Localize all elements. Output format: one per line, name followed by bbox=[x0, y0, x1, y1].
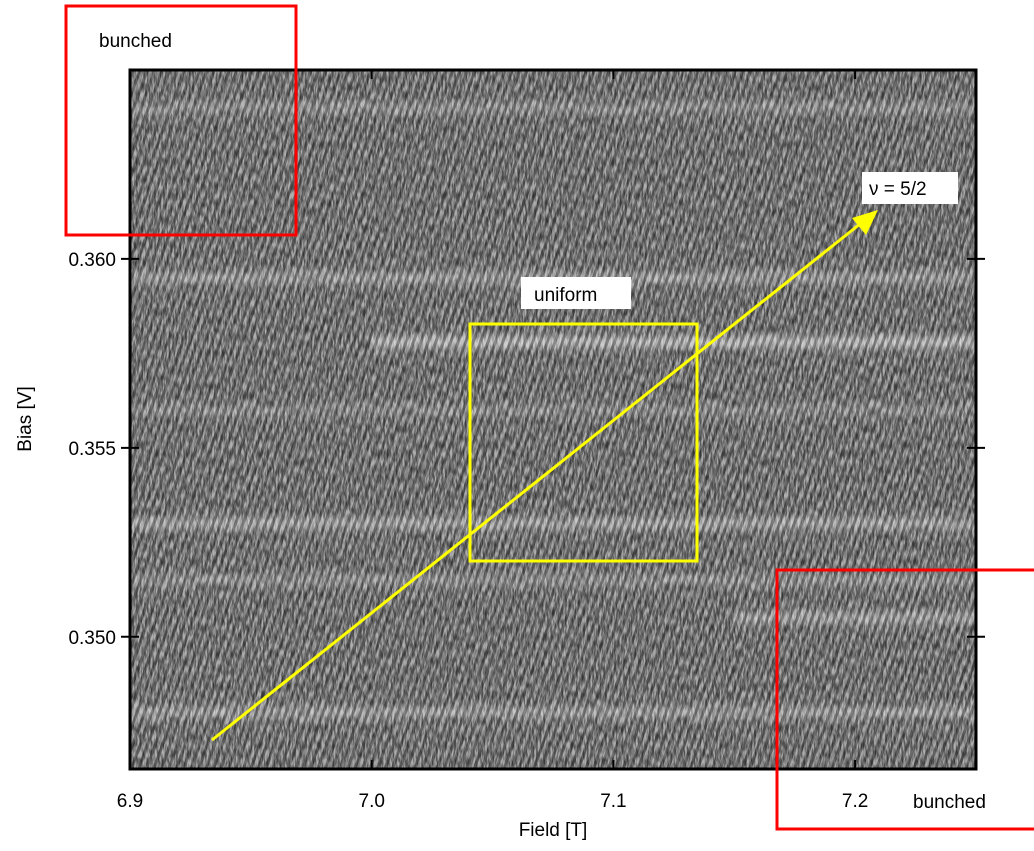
uniform-label: uniform bbox=[534, 285, 597, 306]
x-tick-label-3: 7.2 bbox=[842, 791, 868, 812]
filling-factor-arrowhead bbox=[852, 210, 878, 235]
y-tick-label-0: 0.350 bbox=[68, 628, 116, 649]
filling-factor-label: ν = 5/2 bbox=[869, 179, 927, 200]
plot-frame bbox=[128, 68, 978, 771]
bunched-region-bottom bbox=[775, 568, 1034, 831]
bunched-region-top bbox=[64, 4, 298, 237]
filling-factor-label-bg bbox=[862, 172, 958, 204]
bunched-label-bottom: bunched bbox=[913, 792, 986, 813]
heatmap-image bbox=[130, 70, 976, 769]
y-axis-label: Bias [V] bbox=[15, 386, 36, 451]
bunched-label-top: bunched bbox=[99, 31, 172, 52]
y-tick-label-2: 0.360 bbox=[68, 250, 116, 271]
x-tick-label-1: 7.0 bbox=[359, 791, 385, 812]
y-axis-ticks: 0.350 0.355 0.360 bbox=[68, 250, 985, 649]
x-tick-label-0: 6.9 bbox=[117, 791, 143, 812]
x-axis-ticks: 6.9 7.0 7.1 7.2 bbox=[117, 70, 868, 812]
heatmap-diagonal-stripes bbox=[130, 70, 976, 769]
x-tick-label-2: 7.1 bbox=[600, 791, 626, 812]
uniform-label-bg bbox=[521, 277, 631, 309]
filling-factor-arrow bbox=[211, 218, 866, 742]
annotations: bunched uniform ν = 5/2 bunched bbox=[64, 4, 1034, 831]
y-tick-label-1: 0.355 bbox=[68, 439, 116, 460]
uniform-region bbox=[468, 322, 699, 563]
x-axis-label: Field [T] bbox=[519, 820, 588, 841]
